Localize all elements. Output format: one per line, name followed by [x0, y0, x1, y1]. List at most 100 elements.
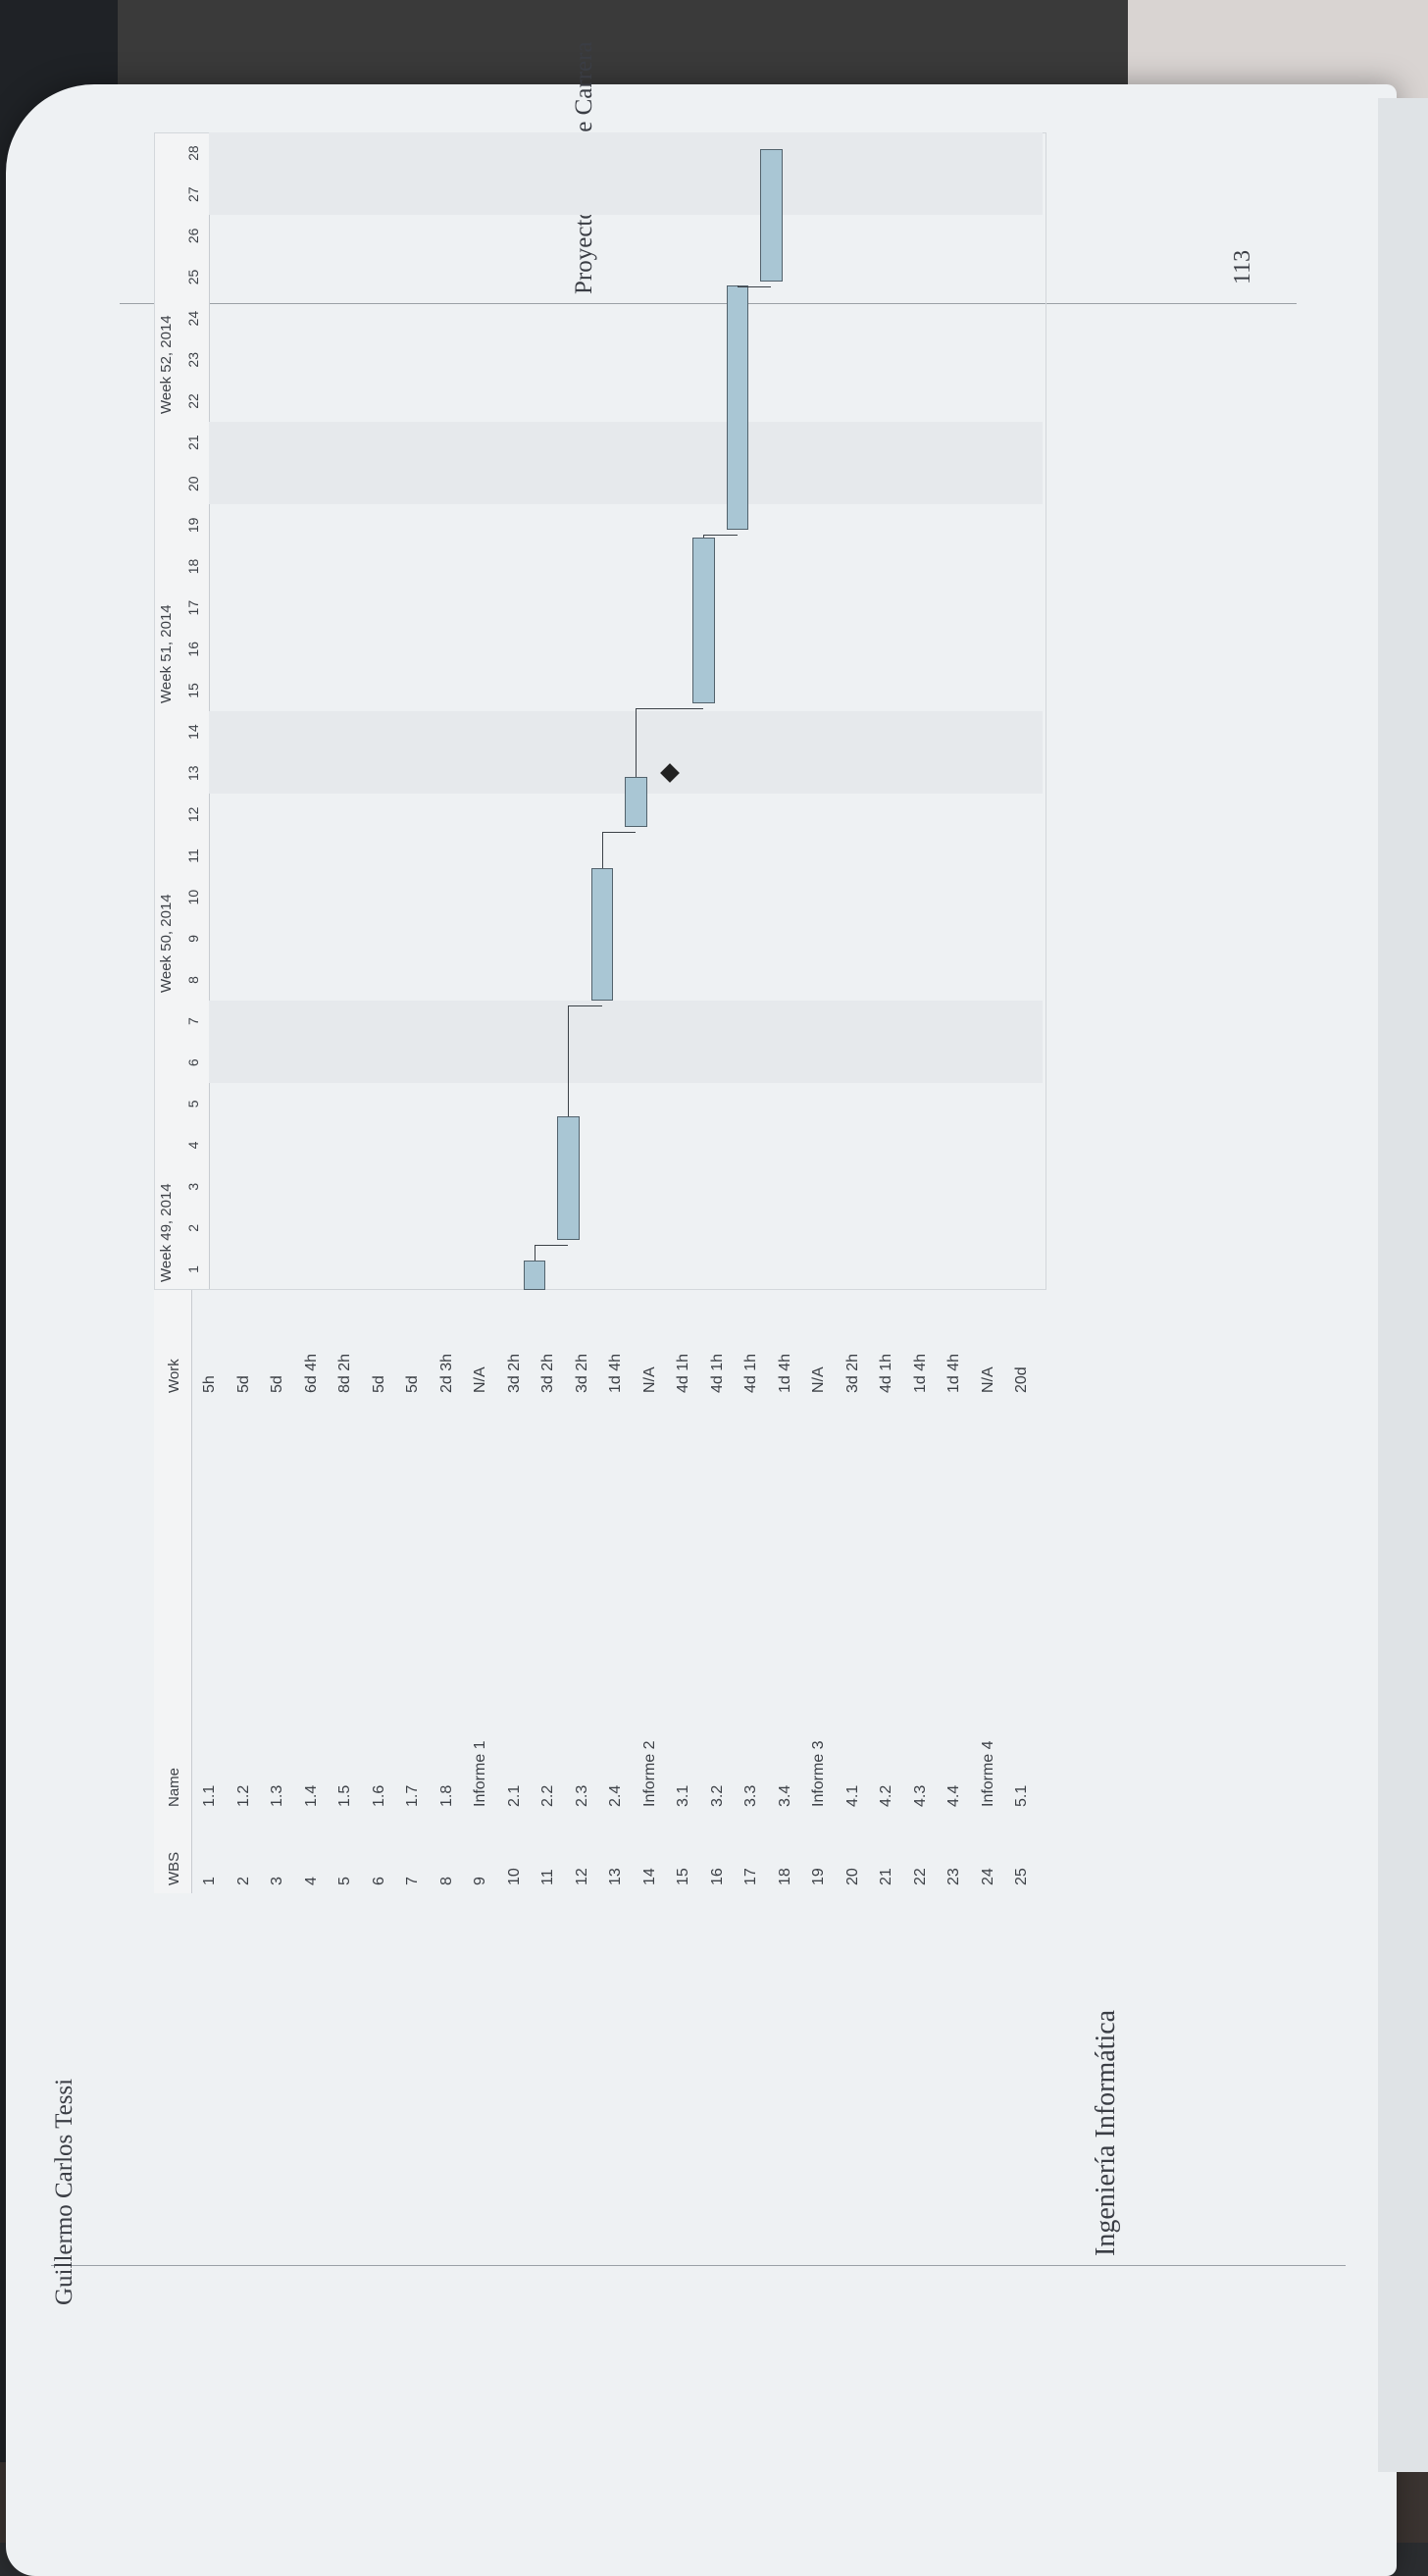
cell-wbs: 6 — [370, 1877, 387, 1885]
table-row: 23 4.4 1d 4h — [938, 1290, 973, 1893]
table-row: 13 2.4 1d 4h — [599, 1290, 635, 1893]
cell-wbs: 24 — [979, 1868, 996, 1885]
cell-wbs: 22 — [911, 1868, 929, 1885]
dependency-link — [703, 535, 705, 538]
cell-name: 2.3 — [573, 1784, 590, 1807]
dependency-link — [601, 832, 637, 833]
cell-work: 3d 2h — [843, 1353, 861, 1393]
cell-wbs: 20 — [843, 1868, 861, 1885]
table-row: 12 2.3 3d 2h — [566, 1290, 601, 1893]
table-row: 20 4.1 3d 2h — [837, 1290, 872, 1893]
dependency-link — [703, 534, 738, 536]
footer-school: Ingeniería Informática — [1091, 2009, 1121, 2256]
column-header-wbs: WBS — [166, 1851, 182, 1885]
cell-work: 5d — [370, 1375, 387, 1393]
weekend-band — [209, 711, 1043, 753]
cell-wbs: 5 — [336, 1877, 353, 1885]
table-row: 22 4.3 1d 4h — [904, 1290, 940, 1893]
table-row: 10 2.1 3d 2h — [498, 1290, 534, 1893]
cell-work: 20d — [1013, 1366, 1030, 1393]
cell-wbs: 3 — [269, 1877, 285, 1885]
dependency-link — [534, 1246, 536, 1262]
cell-wbs: 25 — [1013, 1868, 1030, 1885]
task-bar — [523, 1261, 545, 1290]
cell-name: 1.8 — [437, 1784, 455, 1807]
table-row: 21 4.2 4d 1h — [870, 1290, 905, 1893]
dependency-link — [636, 707, 704, 709]
table-row: 2 1.2 5d — [228, 1290, 263, 1893]
cell-name: 1.5 — [336, 1784, 353, 1807]
table-row: 4 1.4 6d 4h — [295, 1290, 331, 1893]
cell-work: 1d 4h — [776, 1353, 793, 1393]
cell-work: 4d 1h — [742, 1353, 759, 1393]
cell-work: 1d 4h — [911, 1353, 929, 1393]
cell-wbs: 21 — [878, 1868, 894, 1885]
cell-work: N/A — [979, 1366, 996, 1393]
gantt-chart: Week 49, 2014 Week 50, 2014 Week 51, 2014 W… — [154, 132, 1046, 1290]
cell-name: 3.1 — [675, 1784, 691, 1807]
cell-wbs: 11 — [539, 1869, 556, 1885]
table-row: 9 Informe 1 N/A — [464, 1290, 499, 1893]
cell-name: 3.3 — [742, 1784, 759, 1807]
cell-work: 5d — [234, 1375, 252, 1393]
cell-name: 1.7 — [404, 1784, 421, 1807]
cell-work: N/A — [810, 1366, 827, 1393]
cell-name: 1.6 — [370, 1784, 387, 1807]
cell-wbs: 8 — [437, 1877, 455, 1885]
cell-name: Informe 1 — [472, 1740, 488, 1807]
cell-name: 1.2 — [234, 1784, 252, 1807]
cell-work: 4d 1h — [708, 1353, 726, 1393]
rotated-page-content: Proyecto Final de Carrera 113 Guillermo … — [51, 0, 1355, 2325]
table-row: 15 3.1 4d 1h — [667, 1290, 702, 1893]
cell-wbs: 19 — [810, 1868, 827, 1885]
task-bar — [692, 538, 715, 703]
cell-name: 2.2 — [539, 1784, 556, 1807]
cell-wbs: 1 — [201, 1877, 218, 1885]
cell-name: Informe 2 — [640, 1740, 658, 1807]
table-row: 25 5.1 20d — [1005, 1290, 1041, 1893]
dependency-link — [737, 285, 772, 287]
cell-name: 1.1 — [201, 1784, 218, 1807]
cell-work: 5d — [269, 1375, 285, 1393]
cell-work: 3d 2h — [573, 1353, 590, 1393]
table-row: 24 Informe 4 N/A — [972, 1290, 1007, 1893]
table-row: 3 1.3 5d — [261, 1290, 296, 1893]
table-row: 17 3.3 4d 1h — [735, 1290, 770, 1893]
cell-work: 6d 4h — [302, 1353, 320, 1393]
cell-work: N/A — [472, 1366, 488, 1393]
footer-author: Guillermo Carlos Tessi — [51, 2078, 77, 2305]
weekend-band — [209, 1042, 1043, 1084]
cell-work: 3d 2h — [505, 1353, 523, 1393]
dependency-link — [636, 708, 638, 778]
task-bar — [625, 777, 647, 827]
weekend-band — [209, 1001, 1043, 1043]
task-table: 1 1.1 5h 2 1.2 5d 3 1.3 5d 4 1.4 6d 4h 5 1.5 8d 2h 6 1.6… — [193, 1290, 1076, 1893]
cell-work: 1d 4h — [945, 1353, 962, 1393]
task-bar — [590, 868, 613, 1001]
cell-wbs: 16 — [708, 1868, 726, 1885]
cell-name: Informe 4 — [979, 1740, 996, 1807]
weekend-band — [209, 463, 1043, 505]
table-row: 16 3.2 4d 1h — [701, 1290, 737, 1893]
cell-work: 1d 4h — [607, 1353, 624, 1393]
cell-name: 4.3 — [911, 1784, 929, 1807]
cell-wbs: 14 — [640, 1868, 658, 1885]
dependency-link — [568, 1005, 602, 1006]
table-row: 6 1.6 5d — [363, 1290, 398, 1893]
cell-work: 5d — [404, 1375, 421, 1393]
cell-name: 4.1 — [843, 1784, 861, 1807]
cell-wbs: 18 — [776, 1868, 793, 1885]
table-row: 7 1.7 5d — [396, 1290, 432, 1893]
task-bar — [557, 1116, 580, 1241]
cell-wbs: 7 — [404, 1877, 421, 1885]
table-row: 5 1.5 8d 2h — [329, 1290, 364, 1893]
cell-name: 2.4 — [607, 1784, 624, 1807]
cell-name: 1.3 — [269, 1784, 285, 1807]
cell-wbs: 17 — [742, 1868, 759, 1885]
paper-edge — [1378, 98, 1428, 2472]
cell-wbs: 9 — [472, 1877, 488, 1885]
footer-rule — [51, 2265, 1346, 2266]
column-header-name: Name — [166, 1767, 182, 1807]
cell-wbs: 13 — [607, 1868, 624, 1885]
column-header-work: Work — [166, 1359, 182, 1393]
